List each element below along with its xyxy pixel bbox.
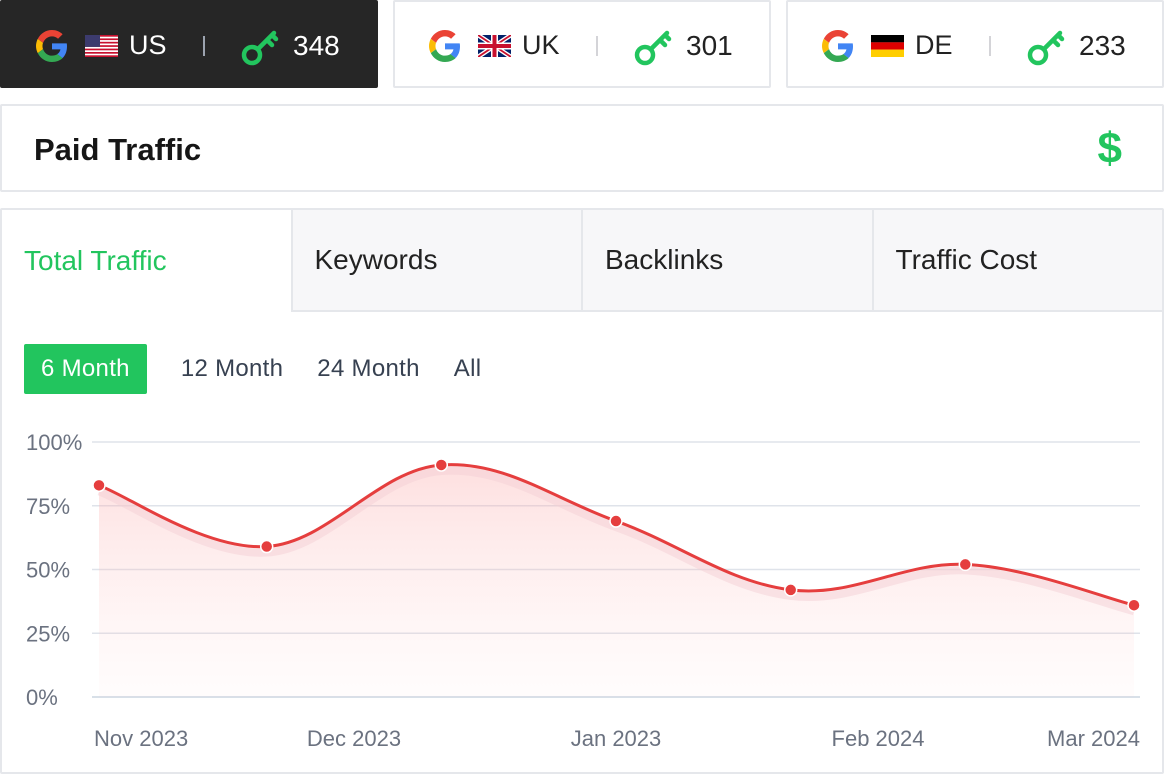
- country-card-uk[interactable]: UK 301: [393, 0, 771, 88]
- country-code: DE: [915, 30, 953, 60]
- divider: [203, 36, 205, 56]
- y-tick-label: 25%: [26, 621, 70, 646]
- y-tick-label: 50%: [26, 558, 70, 583]
- dollar-icon: $: [1097, 124, 1122, 173]
- metric-tabs: Total Traffic Keywords Backlinks Traffic…: [2, 210, 1162, 312]
- google-icon: [429, 30, 460, 62]
- tab-total-traffic[interactable]: Total Traffic: [2, 210, 291, 312]
- google-icon: [822, 30, 853, 62]
- country-card-de[interactable]: DE 233: [786, 0, 1164, 88]
- series-area: [99, 464, 1134, 697]
- google-icon: [36, 30, 67, 62]
- x-tick-label: Jan 2023: [571, 726, 662, 751]
- country-card-us[interactable]: US 348: [0, 0, 378, 88]
- x-tick-label: Feb 2024: [832, 726, 925, 751]
- keyword-count: 301: [686, 30, 733, 61]
- keyword-count: 348: [293, 30, 340, 61]
- divider: [596, 36, 598, 56]
- tab-keywords[interactable]: Keywords: [290, 210, 581, 312]
- data-point: [783, 583, 798, 597]
- de-flag-icon: [871, 35, 904, 57]
- us-flag-icon: [85, 35, 118, 57]
- data-point: [92, 478, 106, 493]
- range-12-month-button[interactable]: 12 Month: [180, 355, 284, 382]
- tab-traffic-cost[interactable]: Traffic Cost: [871, 210, 1162, 312]
- key-icon: [634, 30, 672, 66]
- x-tick-label: Mar 2024: [1047, 726, 1140, 751]
- range-24-month-button[interactable]: 24 Month: [317, 355, 420, 382]
- range-all-button[interactable]: All: [453, 355, 482, 382]
- key-icon: [241, 30, 279, 66]
- x-tick-label: Nov 2023: [94, 726, 188, 751]
- country-code: UK: [522, 30, 560, 60]
- range-selector: 6 Month 12 Month 24 Month All: [24, 344, 515, 394]
- paid-traffic-title: Paid Traffic: [34, 132, 202, 167]
- traffic-line-chart: 100% 75% 50% 25% 0% Nov 2023 Dec 2023 Jan 2023 F…: [26, 430, 1141, 751]
- y-tick-label: 100%: [26, 430, 82, 455]
- uk-flag-icon: [478, 35, 511, 57]
- y-tick-label: 0%: [26, 685, 58, 710]
- divider: [989, 36, 991, 56]
- data-point: [609, 514, 623, 528]
- range-6-month-button[interactable]: 6 Month: [24, 344, 147, 394]
- data-point: [958, 557, 973, 572]
- y-tick-label: 75%: [26, 494, 70, 519]
- data-point: [259, 539, 274, 554]
- paid-traffic-row[interactable]: Paid Traffic $: [0, 104, 1164, 192]
- data-point: [434, 458, 449, 472]
- key-icon: [1027, 30, 1065, 66]
- x-tick-label: Dec 2023: [307, 726, 401, 751]
- country-code: US: [129, 30, 167, 60]
- data-point: [1127, 598, 1141, 612]
- traffic-panel: Total Traffic Keywords Backlinks Traffic…: [0, 208, 1164, 774]
- tab-backlinks[interactable]: Backlinks: [581, 210, 872, 312]
- keyword-count: 233: [1079, 30, 1126, 61]
